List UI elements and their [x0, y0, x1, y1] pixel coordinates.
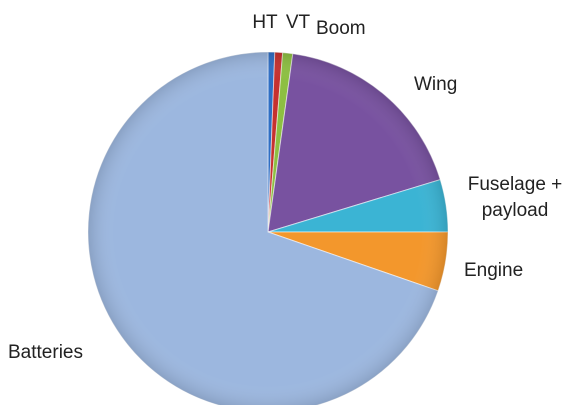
slice-label: Wing — [414, 74, 458, 95]
slice-label: Engine — [464, 260, 524, 281]
slice-label: VT — [285, 12, 311, 33]
slice-label: HT — [252, 12, 278, 33]
slice-label: Batteries — [8, 342, 83, 363]
slice-label: Fuselage + payload — [467, 174, 563, 221]
slice-label: Boom — [316, 18, 366, 39]
